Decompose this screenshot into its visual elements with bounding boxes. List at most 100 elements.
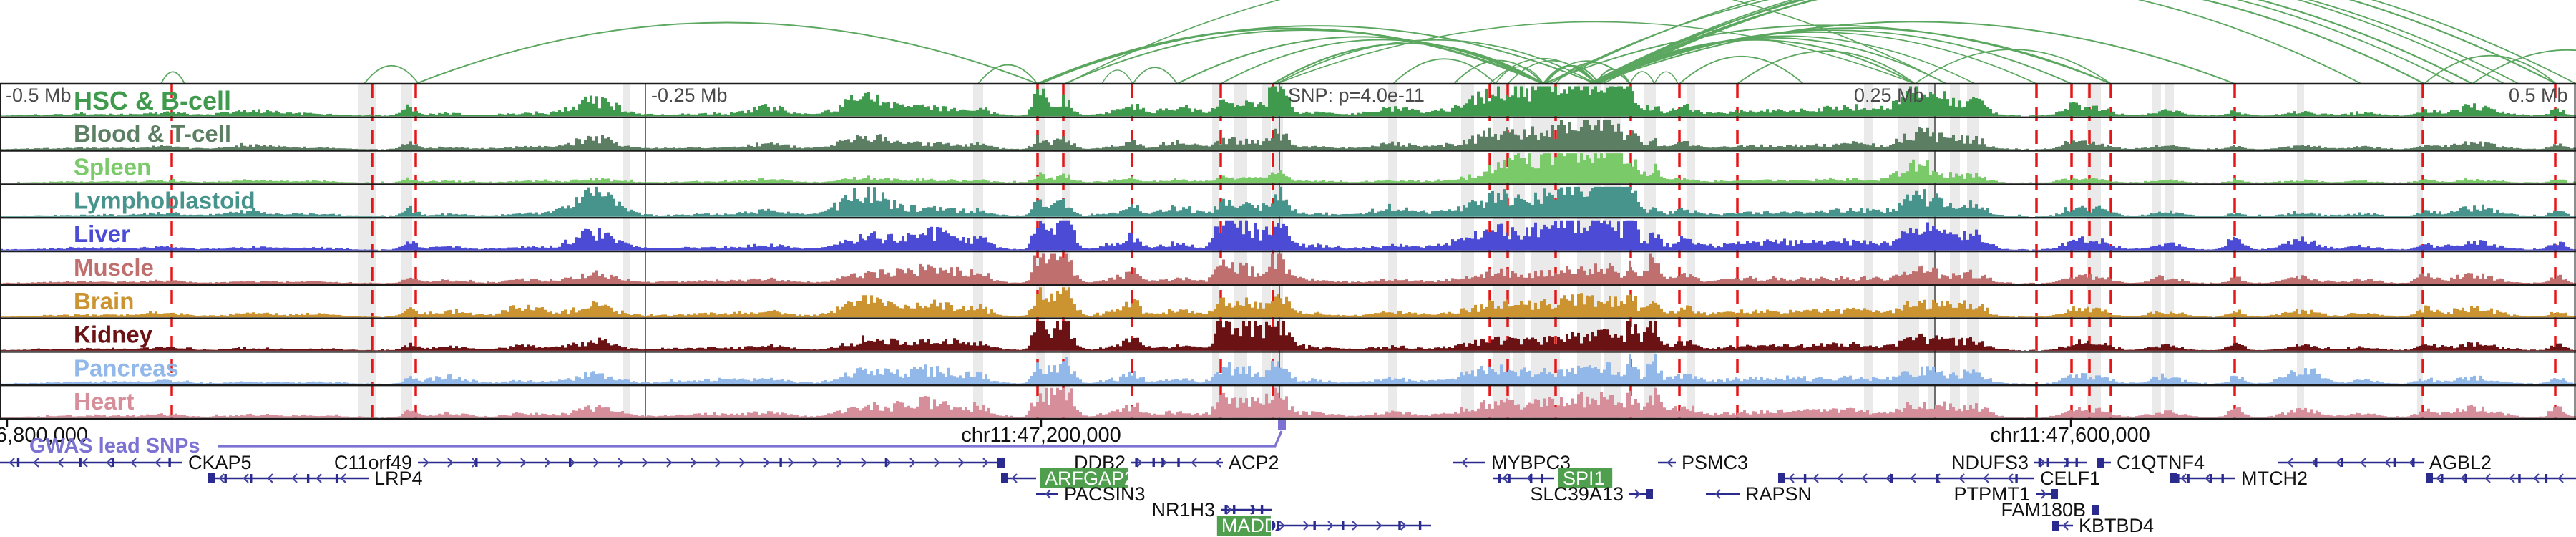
strand-arrow [763, 458, 770, 468]
signal-path [0, 287, 2576, 318]
signal-path [0, 220, 2576, 251]
interaction-arc [1588, 0, 2576, 84]
scale-label: 0.25 Mb [1854, 84, 1924, 106]
gene-label[interactable]: AGBL2 [2429, 452, 2492, 473]
strand-arrow [2460, 473, 2467, 483]
gene-label[interactable]: SLC39A13 [1530, 483, 1624, 505]
gene-label[interactable]: PSMC3 [1682, 452, 1748, 473]
strand-arrow [9, 458, 15, 468]
gene-label[interactable]: MYBPC3 [1491, 452, 1571, 473]
gene-SLC39A13: SLC39A13 [1530, 483, 1653, 505]
strand-arrow [1279, 521, 1285, 531]
gene-label[interactable]: RAPSN [1745, 483, 1812, 505]
signal-path [0, 354, 2576, 384]
strand-arrow [1376, 521, 1382, 531]
track-label: Muscle [74, 254, 154, 281]
gene-label[interactable]: PACSIN3 [1064, 483, 1146, 505]
gwas-leader-line [218, 430, 1283, 448]
interaction-arc [1595, 21, 2235, 84]
gene-label[interactable]: NR1H3 [1151, 499, 1215, 521]
strand-arrow [1215, 458, 1221, 468]
strand-arrow [1861, 473, 1868, 483]
strand-arrow [130, 458, 137, 468]
gene-ARFGAP2: ARFGAP2 [1001, 468, 1135, 489]
interaction-arc [1220, 39, 1544, 84]
gene-label[interactable]: ARFGAP2 [1045, 468, 1135, 489]
strand-arrow [2007, 473, 2014, 483]
interaction-arc [1064, 29, 1544, 84]
strand-arrow [1303, 521, 1309, 531]
strand-arrow [2436, 473, 2442, 483]
gene-label[interactable]: KBTBD4 [2079, 515, 2154, 536]
strand-arrow [1502, 473, 1508, 483]
strand-arrow [2509, 473, 2515, 483]
strand-arrow [2484, 473, 2491, 483]
strand-arrow [155, 458, 161, 468]
strand-arrow [2360, 458, 2366, 468]
interaction-arc [1548, 0, 2505, 84]
interaction-arc [1276, 21, 1916, 84]
track-label: Heart [74, 388, 134, 415]
strand-arrow [1714, 489, 1721, 499]
gene-FAM180B: FAM180B [2001, 499, 2099, 521]
gwas-snp-marker[interactable] [1278, 420, 1286, 430]
track-area-frame [0, 83, 2576, 420]
strand-arrow [33, 458, 39, 468]
track-blood-t-cell: Blood & T-cell [0, 120, 2576, 150]
strand-arrow [2336, 458, 2342, 468]
strand-arrow [2180, 473, 2187, 483]
interaction-arc [977, 64, 1038, 84]
gene-label-highlight[interactable] [1040, 468, 1128, 488]
gene-label-highlight[interactable] [1216, 516, 1271, 536]
gene-label[interactable]: FAM180B [2001, 499, 2086, 521]
gene-label[interactable]: PTPMT1 [1953, 483, 2030, 505]
strand-arrow [545, 458, 551, 468]
gene-label[interactable]: MTCH2 [2241, 468, 2308, 489]
strand-arrow [57, 458, 64, 468]
gene-label-highlight[interactable] [1558, 468, 1613, 488]
gene-end-box [2170, 473, 2177, 483]
track-liver: Liver [0, 220, 2576, 251]
gene-end-box [2052, 521, 2059, 531]
gene-end-box [1272, 521, 1279, 531]
interaction-arc [1545, 0, 2362, 84]
strand-arrow [1885, 473, 1892, 483]
gene-ACP2: ACP2 [1182, 452, 1279, 473]
interaction-arc [1602, 0, 2519, 84]
interaction-arc [1679, 56, 1804, 84]
gene-end-box [997, 458, 1005, 468]
strand-arrow [1327, 521, 1334, 531]
gene-end-box [208, 473, 215, 483]
signal-path [0, 186, 2576, 217]
gene-label[interactable]: LRP4 [374, 468, 423, 489]
strand-arrow [243, 473, 249, 483]
strand-arrow [82, 458, 88, 468]
gene-CELF1: CELF1 [1778, 468, 2100, 489]
gene-label[interactable]: MADD [1221, 515, 1279, 536]
gene-label[interactable]: CELF1 [2040, 468, 2100, 489]
gene-label[interactable]: ACP2 [1229, 452, 1279, 473]
strand-arrow [2205, 473, 2211, 483]
track-label: Brain [74, 288, 134, 314]
gene-label[interactable]: C1QTNF4 [2117, 452, 2205, 473]
gene-label[interactable]: NDUFS3 [1951, 452, 2029, 473]
strand-arrow [2062, 521, 2069, 531]
interaction-arc [1543, 24, 2112, 84]
interaction-arc [1594, 29, 2072, 84]
interaction-arc [1038, 25, 1596, 84]
track-hsc-b-cell: HSC & B-cell [0, 86, 2576, 117]
interaction-arc [1595, 27, 2112, 84]
interaction-arc [1595, 0, 2425, 84]
gene-label[interactable]: CKAP5 [188, 452, 252, 473]
gene-label[interactable]: SPI1 [1563, 468, 1605, 489]
strand-arrow [291, 473, 298, 483]
scale-label: -0.5 Mb [6, 84, 72, 106]
gene-end-box [2092, 505, 2099, 515]
gene-AGBL2: AGBL2 [2278, 452, 2492, 473]
gene-RAPSN: RAPSN [1706, 483, 1812, 505]
gene-end-box [1001, 473, 1008, 483]
strand-arrow [909, 458, 916, 468]
track-label: HSC & B-cell [74, 86, 231, 115]
gene-label[interactable]: C11orf49 [334, 452, 412, 473]
